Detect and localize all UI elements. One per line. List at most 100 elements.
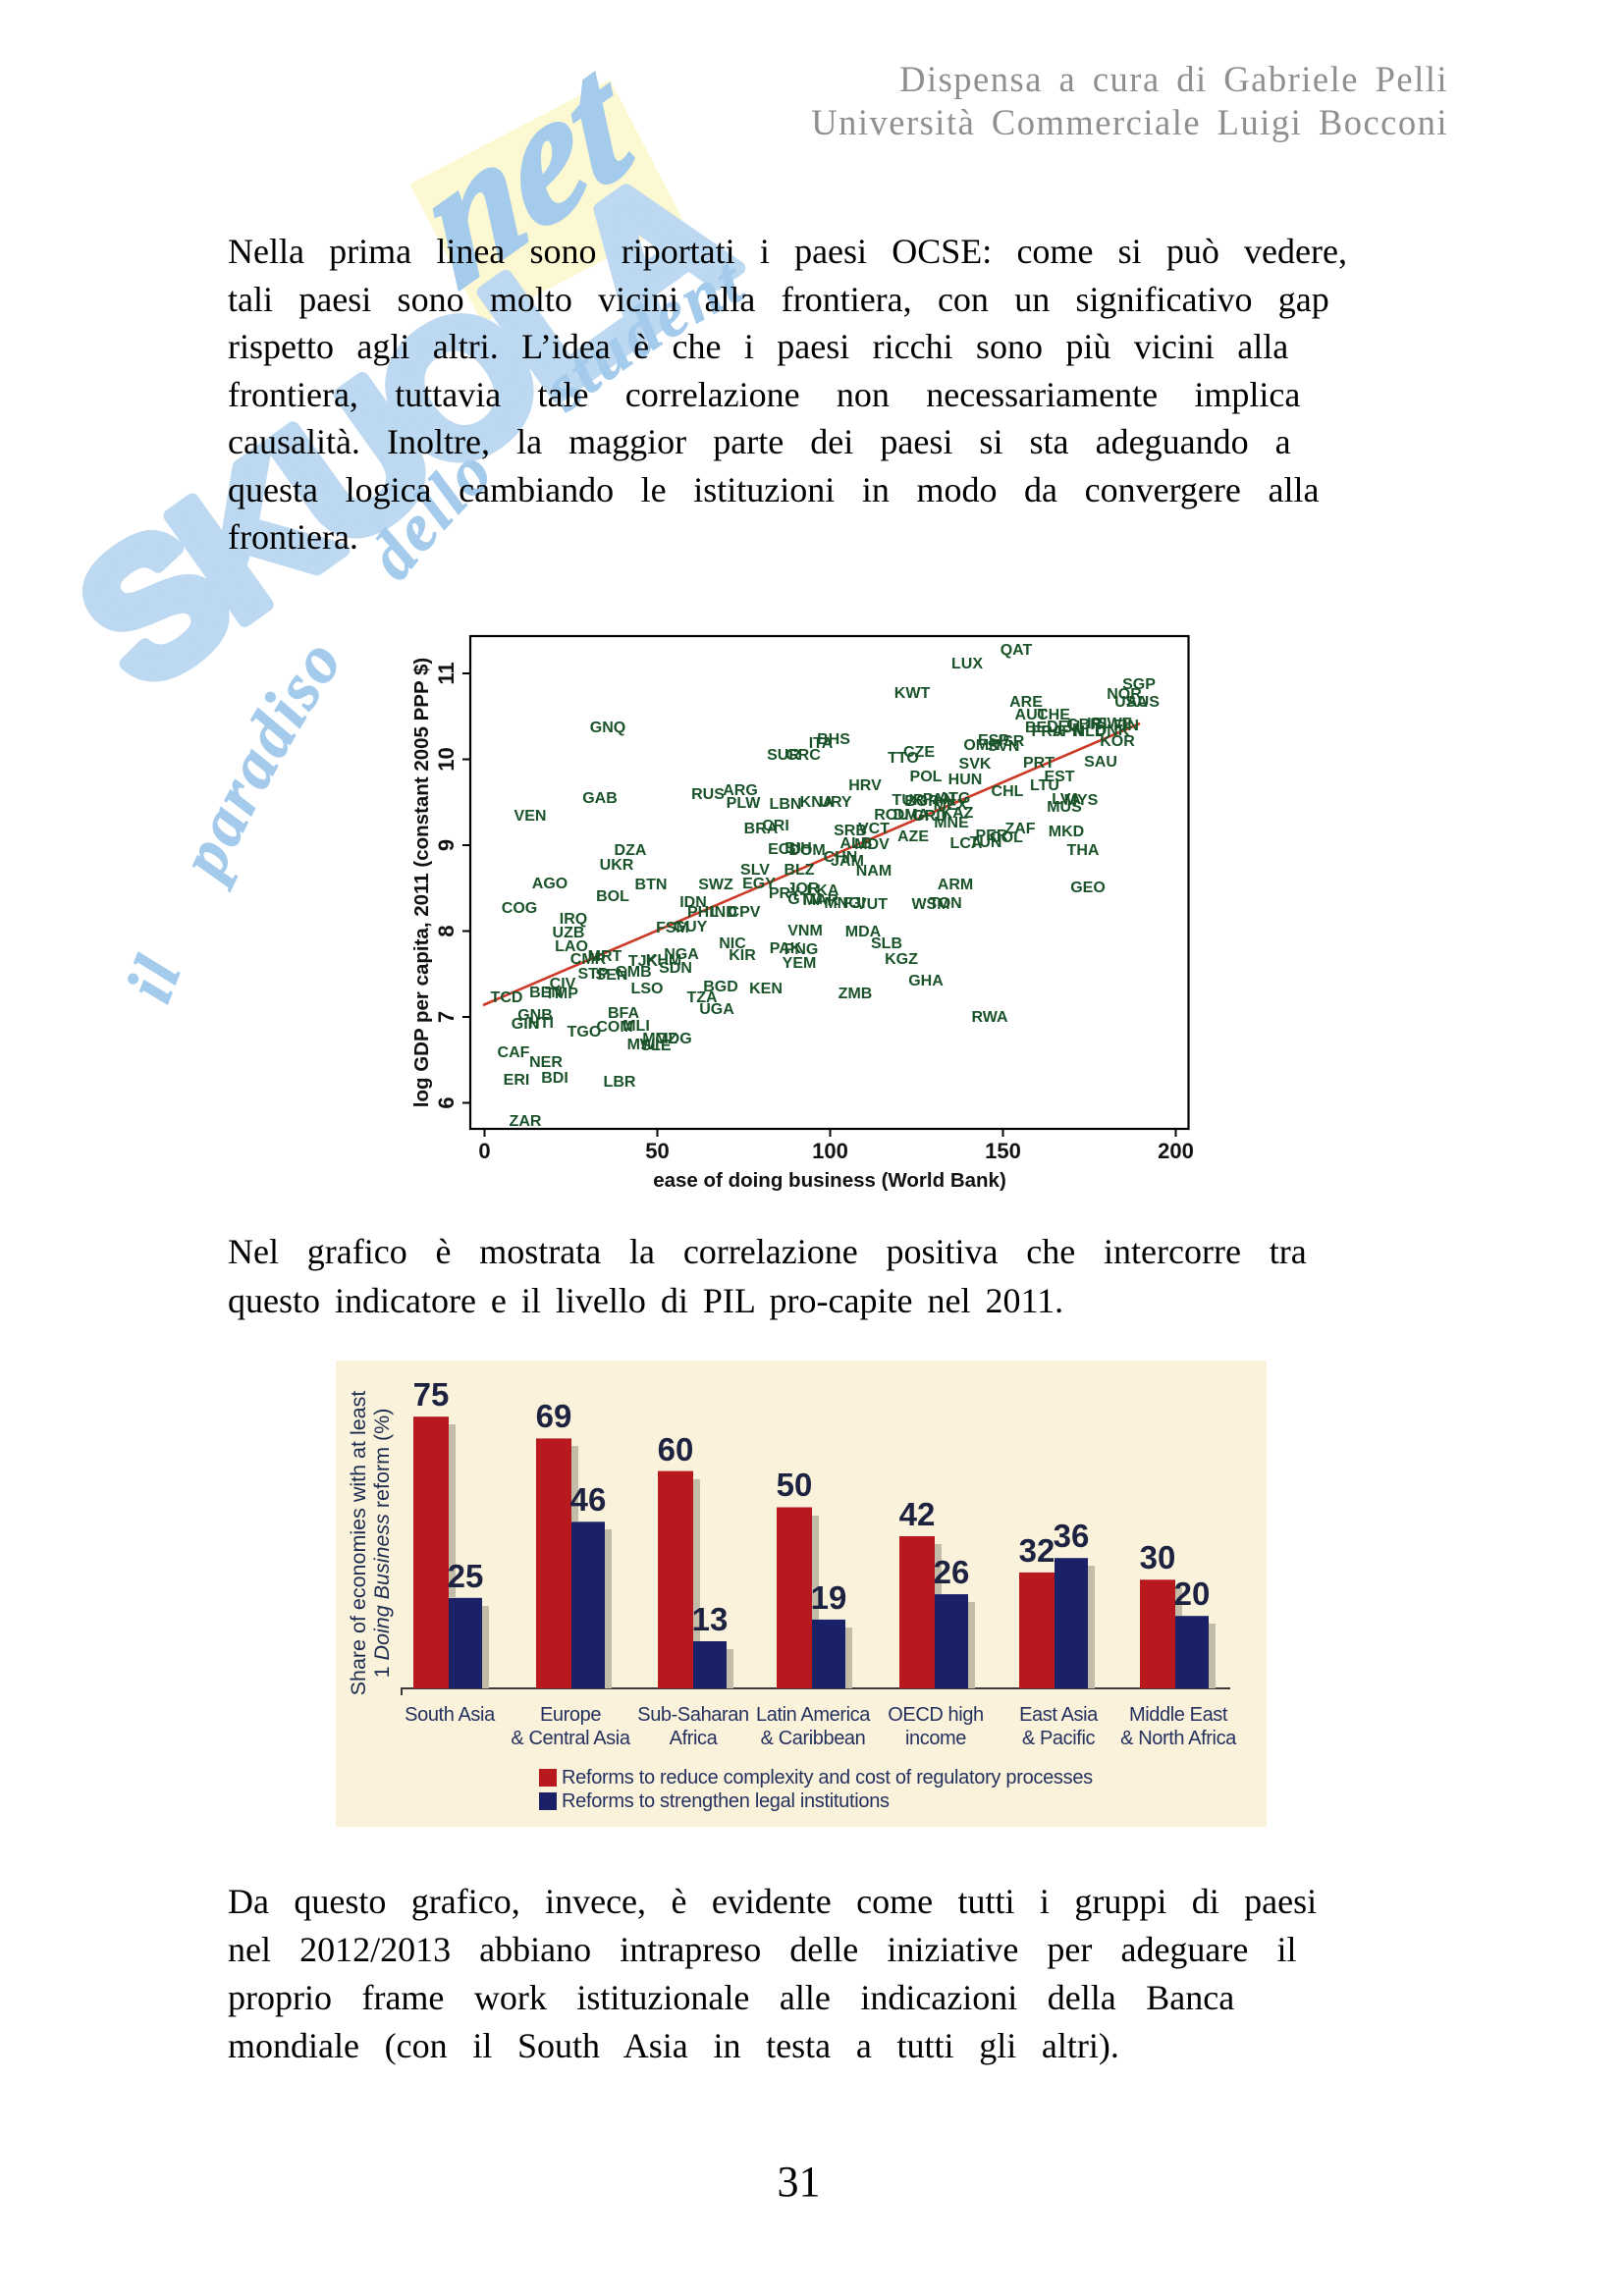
svg-text:income: income [905, 1728, 966, 1749]
svg-text:PRY: PRY [769, 885, 801, 902]
svg-text:QAT: QAT [1001, 642, 1033, 659]
svg-text:AZE: AZE [897, 828, 929, 845]
svg-text:GNQ: GNQ [590, 720, 625, 736]
svg-text:USA: USA [1114, 694, 1148, 711]
svg-text:6: 6 [434, 1096, 459, 1108]
svg-text:8: 8 [434, 925, 459, 936]
svg-text:PAN: PAN [923, 791, 955, 808]
svg-text:LKA: LKA [807, 882, 839, 899]
svg-text:PER: PER [976, 828, 1008, 844]
svg-text:HUN: HUN [948, 772, 983, 788]
svg-text:TMP: TMP [545, 986, 578, 1002]
svg-text:MYS: MYS [1064, 792, 1099, 809]
svg-text:SGP: SGP [1122, 676, 1156, 693]
svg-text:MNG: MNG [824, 895, 860, 912]
svg-text:CAF: CAF [498, 1044, 530, 1061]
svg-text:32: 32 [1019, 1532, 1055, 1569]
svg-text:BGR: BGR [904, 793, 940, 810]
svg-text:FJI: FJI [842, 895, 865, 912]
svg-text:ARE: ARE [1009, 694, 1043, 711]
svg-text:MAR: MAR [803, 892, 839, 909]
svg-text:VEN: VEN [514, 808, 547, 825]
svg-text:20: 20 [1174, 1575, 1211, 1612]
svg-text:UGA: UGA [699, 1001, 734, 1018]
svg-text:MUS: MUS [1047, 799, 1082, 816]
svg-text:1 Doing Business reform (%): 1 Doing Business reform (%) [370, 1409, 394, 1679]
svg-text:SVN: SVN [988, 738, 1020, 755]
svg-text:BEN: BEN [529, 985, 563, 1001]
svg-text:ease of doing business (World: ease of doing business (World Bank) [653, 1169, 1006, 1192]
svg-text:EST: EST [1044, 769, 1074, 785]
svg-text:7: 7 [434, 1011, 459, 1023]
svg-text:PNG: PNG [784, 941, 819, 958]
svg-text:TUR: TUR [893, 792, 925, 809]
svg-text:GNB: GNB [517, 1007, 553, 1024]
svg-text:BOL: BOL [596, 888, 629, 905]
svg-text:TON: TON [929, 895, 961, 912]
svg-text:VUT: VUT [856, 896, 888, 913]
svg-text:SWZ: SWZ [698, 877, 733, 893]
svg-text:SUR: SUR [767, 747, 800, 764]
svg-text:GUY: GUY [674, 919, 708, 935]
svg-text:MRT: MRT [588, 948, 622, 965]
svg-text:OECD high: OECD high [888, 1704, 984, 1726]
svg-text:ZAR: ZAR [510, 1113, 542, 1130]
svg-text:ECU: ECU [768, 841, 801, 858]
svg-text:9: 9 [434, 839, 459, 851]
svg-text:BEL: BEL [1025, 720, 1056, 736]
svg-text:69: 69 [536, 1398, 572, 1434]
svg-text:ZMB: ZMB [839, 986, 873, 1002]
svg-text:COL: COL [990, 829, 1023, 846]
svg-text:ISR: ISR [999, 733, 1025, 750]
svg-text:AUT: AUT [1015, 707, 1048, 723]
svg-text:Latin America: Latin America [756, 1704, 871, 1726]
svg-text:ARM: ARM [938, 877, 973, 893]
svg-text:CMR: CMR [570, 951, 607, 968]
svg-text:46: 46 [570, 1481, 607, 1518]
svg-text:GMB: GMB [615, 964, 651, 981]
svg-text:PLW: PLW [727, 795, 762, 812]
svg-text:DMA: DMA [893, 807, 930, 824]
svg-text:TZA: TZA [686, 989, 718, 1006]
svg-text:KOR: KOR [1100, 733, 1135, 750]
svg-text:ARG: ARG [723, 782, 758, 799]
svg-text:ESP: ESP [978, 732, 1009, 749]
svg-text:BHS: BHS [817, 731, 850, 748]
svg-text:CPV: CPV [729, 904, 761, 921]
svg-text:SWE: SWE [1097, 716, 1133, 732]
svg-text:100: 100 [812, 1139, 848, 1163]
svg-text:ATG: ATG [939, 790, 971, 807]
svg-text:NER: NER [529, 1054, 563, 1071]
svg-text:Share of economies with at lea: Share of economies with at least [347, 1391, 370, 1696]
svg-text:GRC: GRC [785, 747, 821, 764]
svg-text:LTU: LTU [1030, 777, 1059, 794]
svg-text:SEN: SEN [596, 967, 628, 984]
svg-text:JPN: JPN [1053, 723, 1083, 740]
svg-text:BIH: BIH [784, 840, 812, 857]
svg-text:South Asia: South Asia [405, 1704, 496, 1726]
svg-text:CHN: CHN [824, 849, 858, 866]
svg-text:SLV: SLV [740, 862, 770, 879]
svg-text:TTO: TTO [888, 750, 919, 767]
svg-text:Reforms to strengthen legal in: Reforms to strengthen legal institutions [562, 1790, 890, 1812]
svg-text:MEX: MEX [934, 797, 968, 814]
svg-text:GIN: GIN [512, 1016, 539, 1033]
svg-text:26: 26 [934, 1554, 970, 1590]
svg-text:AGO: AGO [532, 876, 568, 892]
svg-text:KIR: KIR [729, 947, 756, 964]
svg-text:Africa: Africa [670, 1728, 719, 1749]
svg-text:60: 60 [658, 1431, 694, 1468]
svg-text:IDN: IDN [679, 894, 707, 911]
svg-text:42: 42 [899, 1496, 936, 1532]
svg-text:SLB: SLB [871, 935, 902, 952]
svg-text:& Caribbean: & Caribbean [761, 1728, 866, 1749]
svg-text:Sub-Saharan: Sub-Saharan [637, 1704, 748, 1726]
svg-text:DNK: DNK [1096, 722, 1130, 739]
svg-text:KHM: KHM [646, 952, 681, 969]
svg-text:KAZ: KAZ [942, 805, 974, 822]
svg-text:SRB: SRB [834, 823, 867, 839]
svg-text:LAO: LAO [555, 938, 588, 955]
svg-text:VCT: VCT [858, 821, 890, 837]
svg-text:TJK: TJK [628, 953, 659, 970]
svg-text:& North Africa: & North Africa [1120, 1728, 1237, 1749]
